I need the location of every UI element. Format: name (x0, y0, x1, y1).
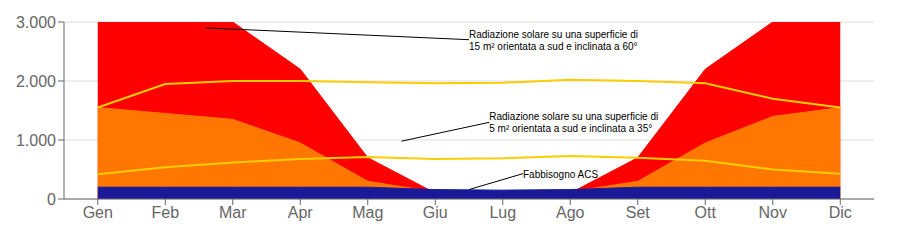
svg-text:Ago: Ago (556, 204, 585, 221)
svg-text:Apr: Apr (288, 204, 314, 221)
svg-text:1.000: 1.000 (16, 132, 56, 149)
svg-text:Giu: Giu (423, 204, 448, 221)
svg-text:Mar: Mar (219, 204, 247, 221)
svg-text:0: 0 (47, 191, 56, 208)
svg-text:Radiazione solare su una super: Radiazione solare su una superficie di5 … (489, 111, 658, 134)
svg-text:Radiazione solare su una super: Radiazione solare su una superficie di15… (469, 28, 638, 51)
svg-text:Ott: Ott (695, 204, 717, 221)
svg-text:Lug: Lug (489, 204, 516, 221)
svg-text:Mag: Mag (352, 204, 383, 221)
svg-text:Gen: Gen (83, 204, 113, 221)
svg-text:Dic: Dic (829, 204, 852, 221)
svg-text:Feb: Feb (151, 204, 179, 221)
svg-text:2.000: 2.000 (16, 73, 56, 90)
svg-text:Nov: Nov (759, 204, 787, 221)
svg-text:Fabbisogno ACS: Fabbisogno ACS (523, 168, 598, 179)
svg-text:3.000: 3.000 (16, 14, 56, 31)
svg-text:Set: Set (626, 204, 651, 221)
